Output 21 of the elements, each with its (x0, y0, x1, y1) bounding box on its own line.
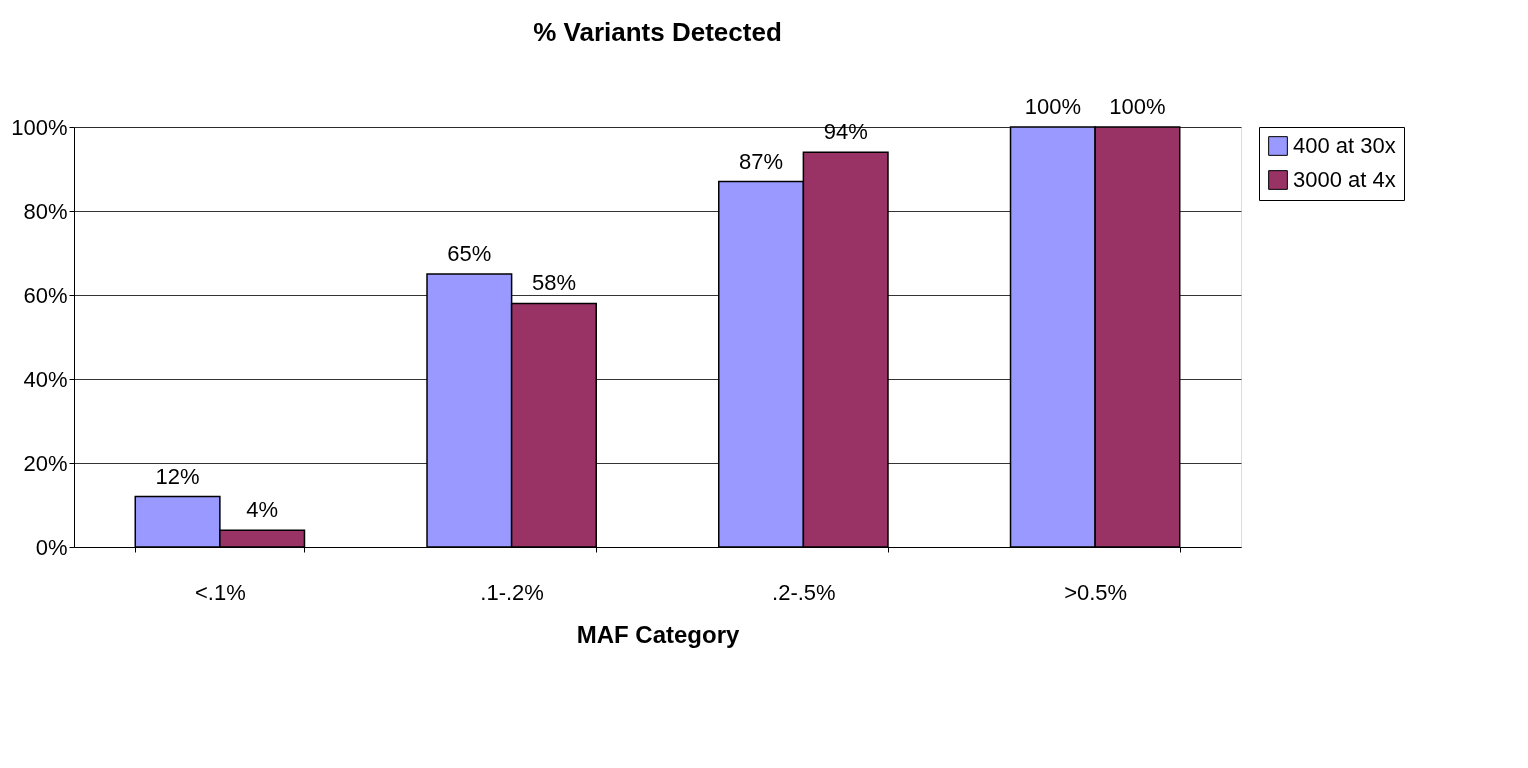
y-tick-label: 20% (23, 450, 68, 476)
data-label: 100% (1024, 94, 1081, 119)
data-label: 4% (246, 497, 279, 523)
x-tick-label: .1-.2% (480, 579, 544, 605)
data-label: 12% (155, 463, 200, 489)
data-label: 100% (1109, 94, 1166, 119)
y-tick-label: 40% (23, 366, 68, 392)
y-tick-label: 80% (23, 198, 68, 224)
x-tick-label: <.1% (194, 579, 246, 605)
data-label: 58% (531, 270, 576, 296)
x-tick-label: >0.5% (1064, 579, 1128, 605)
y-tick-label: 60% (23, 282, 68, 308)
x-axis-title: MAF Category (576, 620, 740, 648)
data-label: 65% (447, 241, 492, 266)
legend-label: 3000 at 4x (1293, 167, 1396, 192)
data-label: 87% (739, 148, 784, 174)
chart-title: % Variants Detected (533, 17, 782, 47)
y-tick-label: 100% (11, 114, 68, 140)
y-tick-label: 0% (35, 534, 68, 560)
legend-label: 400 at 30x (1293, 133, 1396, 158)
x-tick-label: .2-.5% (772, 579, 836, 605)
